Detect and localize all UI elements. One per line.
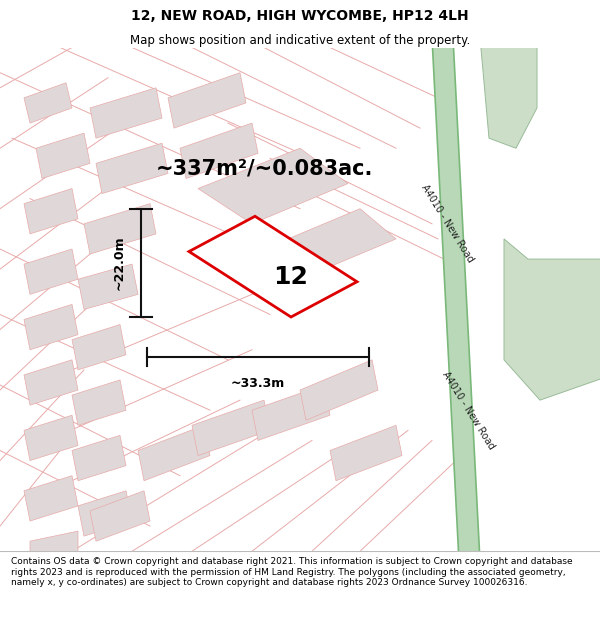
Polygon shape — [78, 491, 132, 536]
Polygon shape — [30, 531, 78, 561]
Polygon shape — [192, 400, 270, 456]
Text: A4010 - New Road: A4010 - New Road — [419, 183, 475, 264]
Text: A4010 - New Road: A4010 - New Road — [440, 369, 496, 451]
Polygon shape — [90, 491, 150, 541]
Polygon shape — [24, 82, 72, 123]
Polygon shape — [24, 415, 78, 461]
Polygon shape — [90, 88, 162, 138]
Polygon shape — [72, 324, 126, 370]
Polygon shape — [189, 216, 357, 317]
Text: 12: 12 — [274, 265, 308, 289]
Text: Map shows position and indicative extent of the property.: Map shows position and indicative extent… — [130, 34, 470, 48]
Polygon shape — [480, 38, 537, 148]
Text: ~22.0m: ~22.0m — [113, 236, 126, 290]
Text: ~33.3m: ~33.3m — [231, 378, 285, 391]
Polygon shape — [78, 264, 138, 309]
Polygon shape — [180, 123, 258, 179]
Polygon shape — [36, 133, 90, 179]
Polygon shape — [72, 436, 126, 481]
Polygon shape — [24, 189, 78, 234]
Polygon shape — [24, 304, 78, 350]
Polygon shape — [72, 380, 126, 425]
Polygon shape — [24, 476, 78, 521]
Text: ~337m²/~0.083ac.: ~337m²/~0.083ac. — [156, 158, 373, 178]
Polygon shape — [504, 239, 600, 400]
Polygon shape — [252, 385, 330, 441]
Polygon shape — [138, 425, 210, 481]
Text: 12, NEW ROAD, HIGH WYCOMBE, HP12 4LH: 12, NEW ROAD, HIGH WYCOMBE, HP12 4LH — [131, 9, 469, 24]
Polygon shape — [432, 38, 480, 561]
Polygon shape — [300, 360, 378, 420]
Polygon shape — [96, 143, 168, 194]
Polygon shape — [330, 425, 402, 481]
Polygon shape — [168, 72, 246, 128]
Polygon shape — [198, 148, 348, 224]
Polygon shape — [264, 209, 396, 279]
Text: Contains OS data © Crown copyright and database right 2021. This information is : Contains OS data © Crown copyright and d… — [11, 557, 572, 587]
Polygon shape — [84, 204, 156, 254]
Polygon shape — [24, 360, 78, 405]
Polygon shape — [24, 249, 78, 294]
